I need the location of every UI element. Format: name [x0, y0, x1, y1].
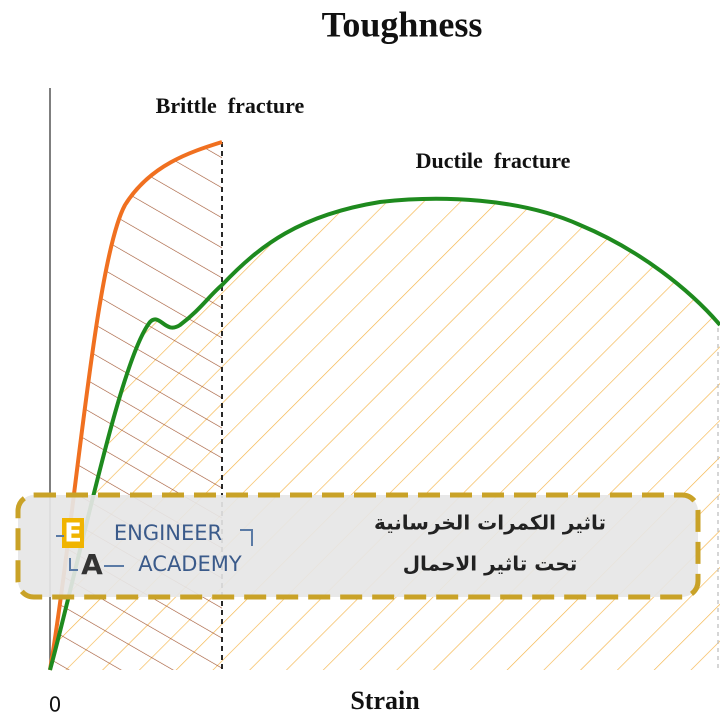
logo-block: [62, 518, 84, 548]
logo-name-2: ACADEMY: [138, 552, 242, 576]
logo-e: E: [64, 519, 82, 549]
title: Toughness: [322, 4, 483, 44]
ductile-label: Ductile fracture: [416, 148, 571, 173]
caption-1: تاثير الكمرات الخرسانية: [374, 511, 606, 535]
banner: [15, 492, 701, 600]
logo-a: A: [81, 548, 103, 581]
logo-name-1: ENGINEER: [114, 521, 222, 545]
caption-2: تحت تاثير الاحمال: [403, 552, 578, 576]
brittle-label: Brittle fracture: [156, 93, 305, 118]
logo-lines: [56, 529, 253, 571]
x-axis-label: Strain: [350, 686, 420, 715]
origin-label: 0: [49, 693, 62, 717]
ductile-curve: [48, 196, 720, 671]
watermark: E A ENGINEER ACADEMY تاثير الكمرات الخرس…: [15, 492, 701, 600]
